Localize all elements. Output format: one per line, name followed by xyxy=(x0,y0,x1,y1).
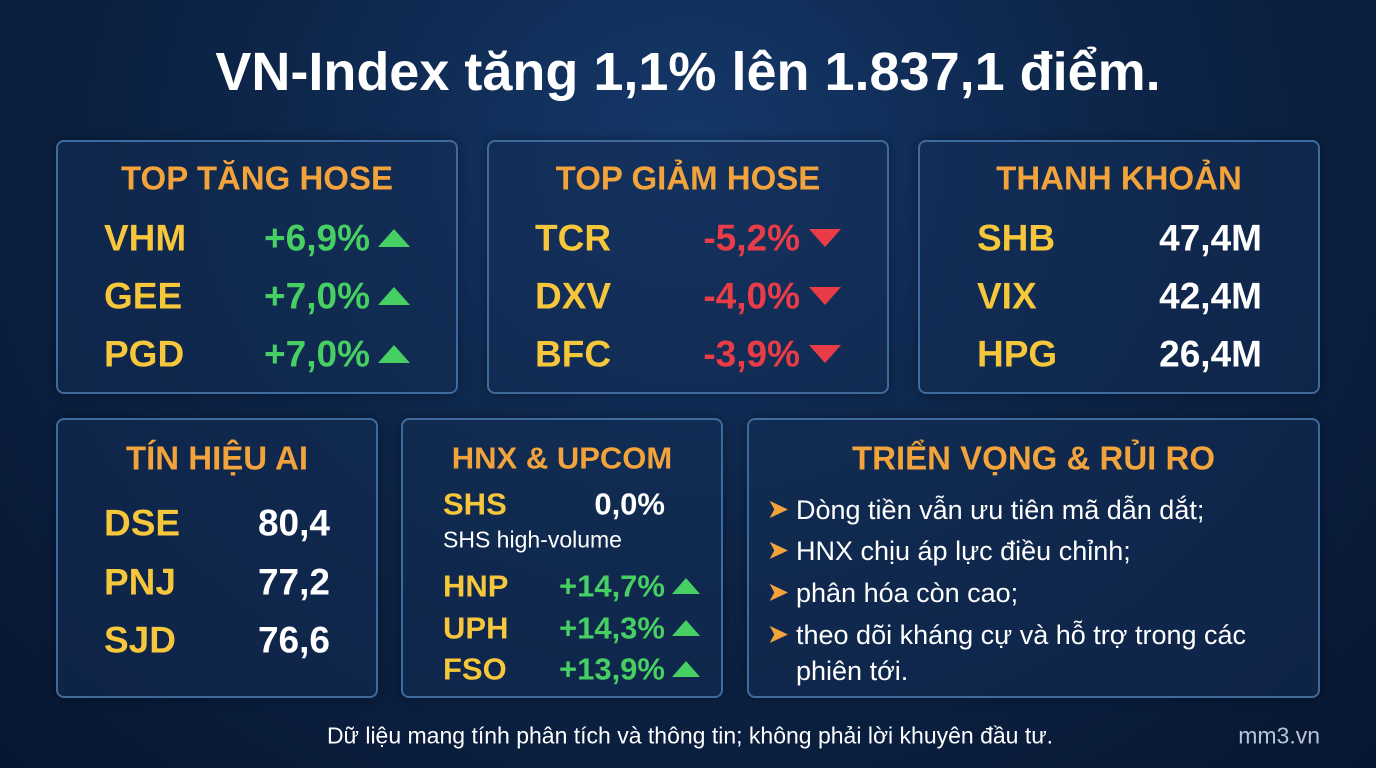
change: +13,9% xyxy=(558,651,665,687)
bullet: ➤ xyxy=(768,621,789,648)
up-arrow xyxy=(378,287,410,305)
ticker: SHS xyxy=(443,486,507,522)
note: SHS high-volume xyxy=(443,526,622,553)
volume: 42,4M xyxy=(1159,275,1262,317)
score: 76,6 xyxy=(257,619,330,661)
ticker: FSO xyxy=(443,651,507,687)
title: VN-Index tăng 1,1% lên 1.837,1 điểm. xyxy=(215,42,1161,102)
ticker: VHM xyxy=(104,217,187,259)
ticker: SJD xyxy=(104,619,176,661)
liquidity-panel xyxy=(918,140,1320,394)
score: 77,2 xyxy=(257,561,330,603)
bullet: ➤ xyxy=(768,579,789,606)
up-arrow xyxy=(672,661,700,677)
site-link[interactable]: mm3.vn xyxy=(1238,722,1320,749)
up-arrow xyxy=(378,345,410,363)
ticker: TCR xyxy=(535,217,612,259)
down-arrow xyxy=(809,345,841,363)
change: +6,9% xyxy=(264,217,370,259)
bullet: ➤ xyxy=(768,496,789,523)
outlook-item: theo dõi kháng cự và hỗ trợ trong các ph… xyxy=(796,620,1247,686)
up-arrow xyxy=(672,578,700,594)
change: +14,7% xyxy=(558,568,665,604)
panel-title: THANH KHOẢN xyxy=(996,159,1242,197)
ticker: UPH xyxy=(443,610,509,646)
ticker: DXV xyxy=(535,275,612,317)
change: 0,0% xyxy=(594,486,665,522)
volume: 47,4M xyxy=(1159,217,1262,259)
down-arrow xyxy=(809,287,841,305)
ticker: SHB xyxy=(977,217,1056,259)
change: -3,9% xyxy=(703,333,800,375)
ticker: VIX xyxy=(977,275,1037,317)
disclaimer: Dữ liệu mang tính phân tích và thông tin… xyxy=(326,722,1054,749)
ticker: GEE xyxy=(104,275,183,317)
volume: 26,4M xyxy=(1159,333,1262,375)
outlook-item: HNX chịu áp lực điều chỉnh; xyxy=(796,536,1131,566)
panel-title: TOP GIẢM HOSE xyxy=(555,159,821,197)
outlook-item: phân hóa còn cao; xyxy=(796,578,1019,608)
ticker: PNJ xyxy=(104,561,176,603)
ai-panel xyxy=(56,418,378,698)
change: -4,0% xyxy=(703,275,800,317)
ticker: HNP xyxy=(443,568,509,604)
hnx-panel xyxy=(401,418,723,698)
panel-title: HNX & UPCOM xyxy=(451,440,673,476)
up-arrow xyxy=(672,620,700,636)
change: +7,0% xyxy=(264,275,370,317)
panel-title: TOP TĂNG HOSE xyxy=(121,159,393,197)
outlook-panel xyxy=(747,418,1320,698)
change: +7,0% xyxy=(264,333,370,375)
change: +14,3% xyxy=(558,610,665,646)
outlook-item: Dòng tiền vẫn ưu tiên mã dẫn dắt; xyxy=(796,495,1205,525)
ticker: HPG xyxy=(977,333,1058,375)
bullet: ➤ xyxy=(768,537,789,564)
ticker: PGD xyxy=(104,333,185,375)
down-arrow xyxy=(809,229,841,247)
panel-title: TRIỂN VỌNG & RỦI RO xyxy=(851,439,1216,477)
ticker: BFC xyxy=(535,333,612,375)
panel-title: TÍN HIỆU AI xyxy=(125,439,309,477)
up-arrow xyxy=(378,229,410,247)
ticker: DSE xyxy=(104,502,181,544)
score: 80,4 xyxy=(257,502,330,544)
change: -5,2% xyxy=(703,217,800,259)
